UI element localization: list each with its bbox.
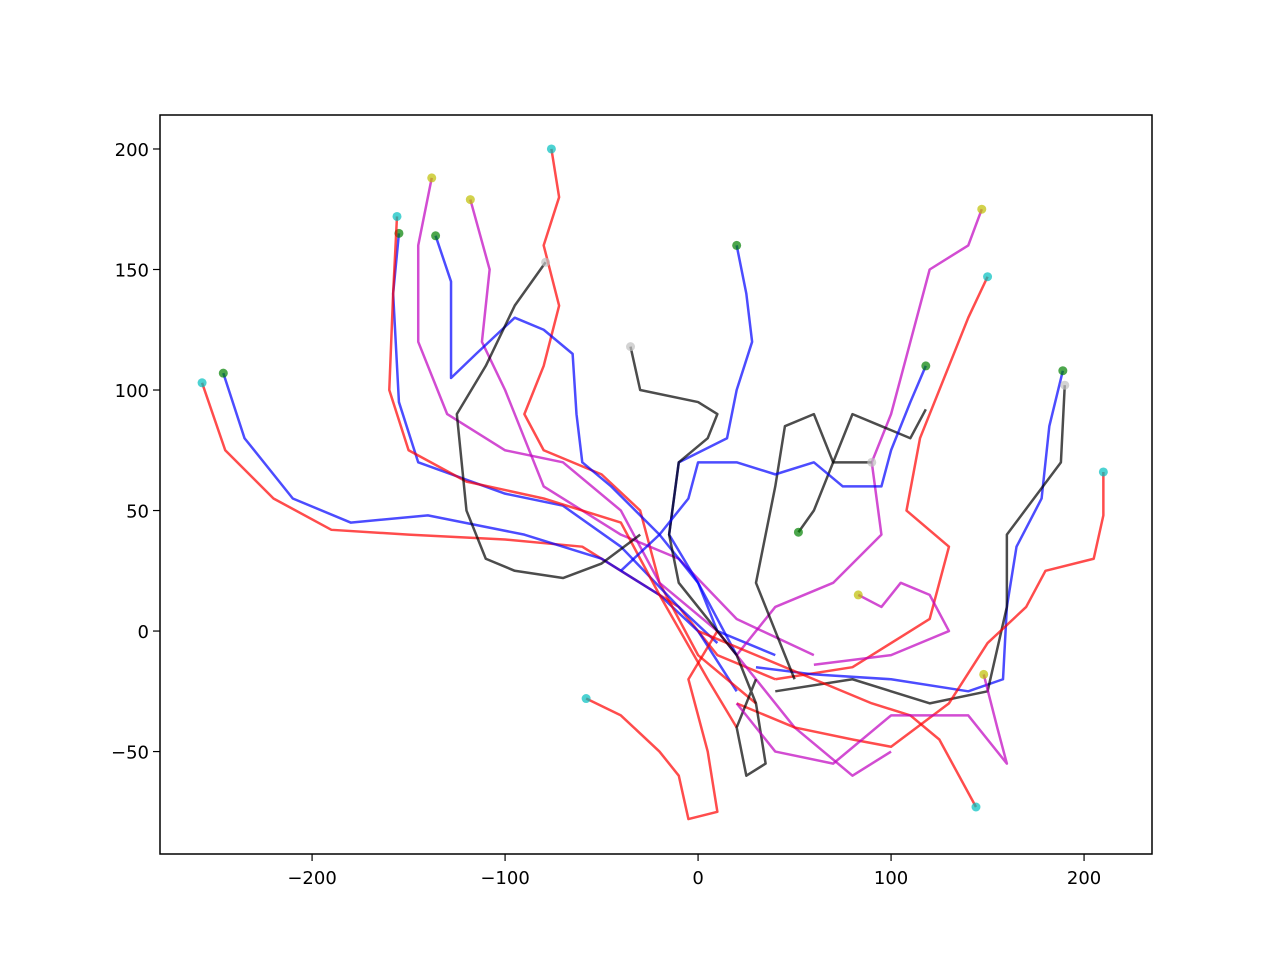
start-marker xyxy=(979,669,989,679)
trajectory xyxy=(620,365,927,572)
start-marker xyxy=(427,173,437,183)
start-marker xyxy=(793,527,803,537)
trajectory xyxy=(813,581,951,667)
start-marker xyxy=(392,211,402,221)
start-marker xyxy=(1098,467,1108,477)
x-tick-label: 100 xyxy=(874,868,908,889)
start-marker xyxy=(1058,366,1068,376)
axes-frame xyxy=(159,114,1153,855)
trajectory xyxy=(388,216,738,729)
start-marker xyxy=(541,257,551,267)
y-tick-label: 0 xyxy=(138,622,149,643)
start-marker xyxy=(977,204,987,214)
trajectory xyxy=(469,199,815,657)
trajectory xyxy=(222,372,738,692)
y-tick-label: −50 xyxy=(111,743,149,764)
trajectory xyxy=(585,630,719,821)
start-marker xyxy=(197,378,207,388)
trajectory xyxy=(667,245,776,657)
x-tick-label: −100 xyxy=(480,868,529,889)
trajectory xyxy=(797,408,927,533)
trajectory xyxy=(455,261,641,580)
trajectory xyxy=(735,208,983,656)
start-marker xyxy=(971,802,981,812)
start-marker xyxy=(1060,380,1070,390)
start-marker xyxy=(465,195,475,205)
trajectory xyxy=(736,471,1105,748)
y-tick-label: 200 xyxy=(115,140,149,161)
trajectory xyxy=(391,233,719,645)
start-marker xyxy=(867,457,877,467)
start-marker xyxy=(983,272,993,282)
trajectory xyxy=(629,346,767,777)
start-marker xyxy=(581,694,591,704)
trajectory xyxy=(523,148,757,705)
trajectory xyxy=(735,674,1009,765)
start-marker xyxy=(431,231,441,241)
start-marker xyxy=(732,240,742,250)
y-tick-label: 50 xyxy=(126,502,149,523)
y-tick-label: 150 xyxy=(115,261,149,282)
trajectory xyxy=(416,177,892,777)
trajectory xyxy=(755,370,1065,693)
trajectory xyxy=(754,412,872,680)
start-marker xyxy=(546,144,556,154)
trajectory xyxy=(775,385,1067,705)
trajectory xyxy=(200,382,776,681)
start-marker xyxy=(921,361,931,371)
trajectory xyxy=(697,629,978,808)
x-tick-label: 0 xyxy=(692,868,703,889)
start-marker xyxy=(853,590,863,600)
x-tick-label: 200 xyxy=(1067,868,1101,889)
trajectory xyxy=(775,276,989,681)
start-marker xyxy=(626,342,636,352)
start-marker xyxy=(218,368,228,378)
y-tick-label: 100 xyxy=(115,381,149,402)
trajectory xyxy=(434,235,738,656)
x-tick-label: −200 xyxy=(287,868,336,889)
